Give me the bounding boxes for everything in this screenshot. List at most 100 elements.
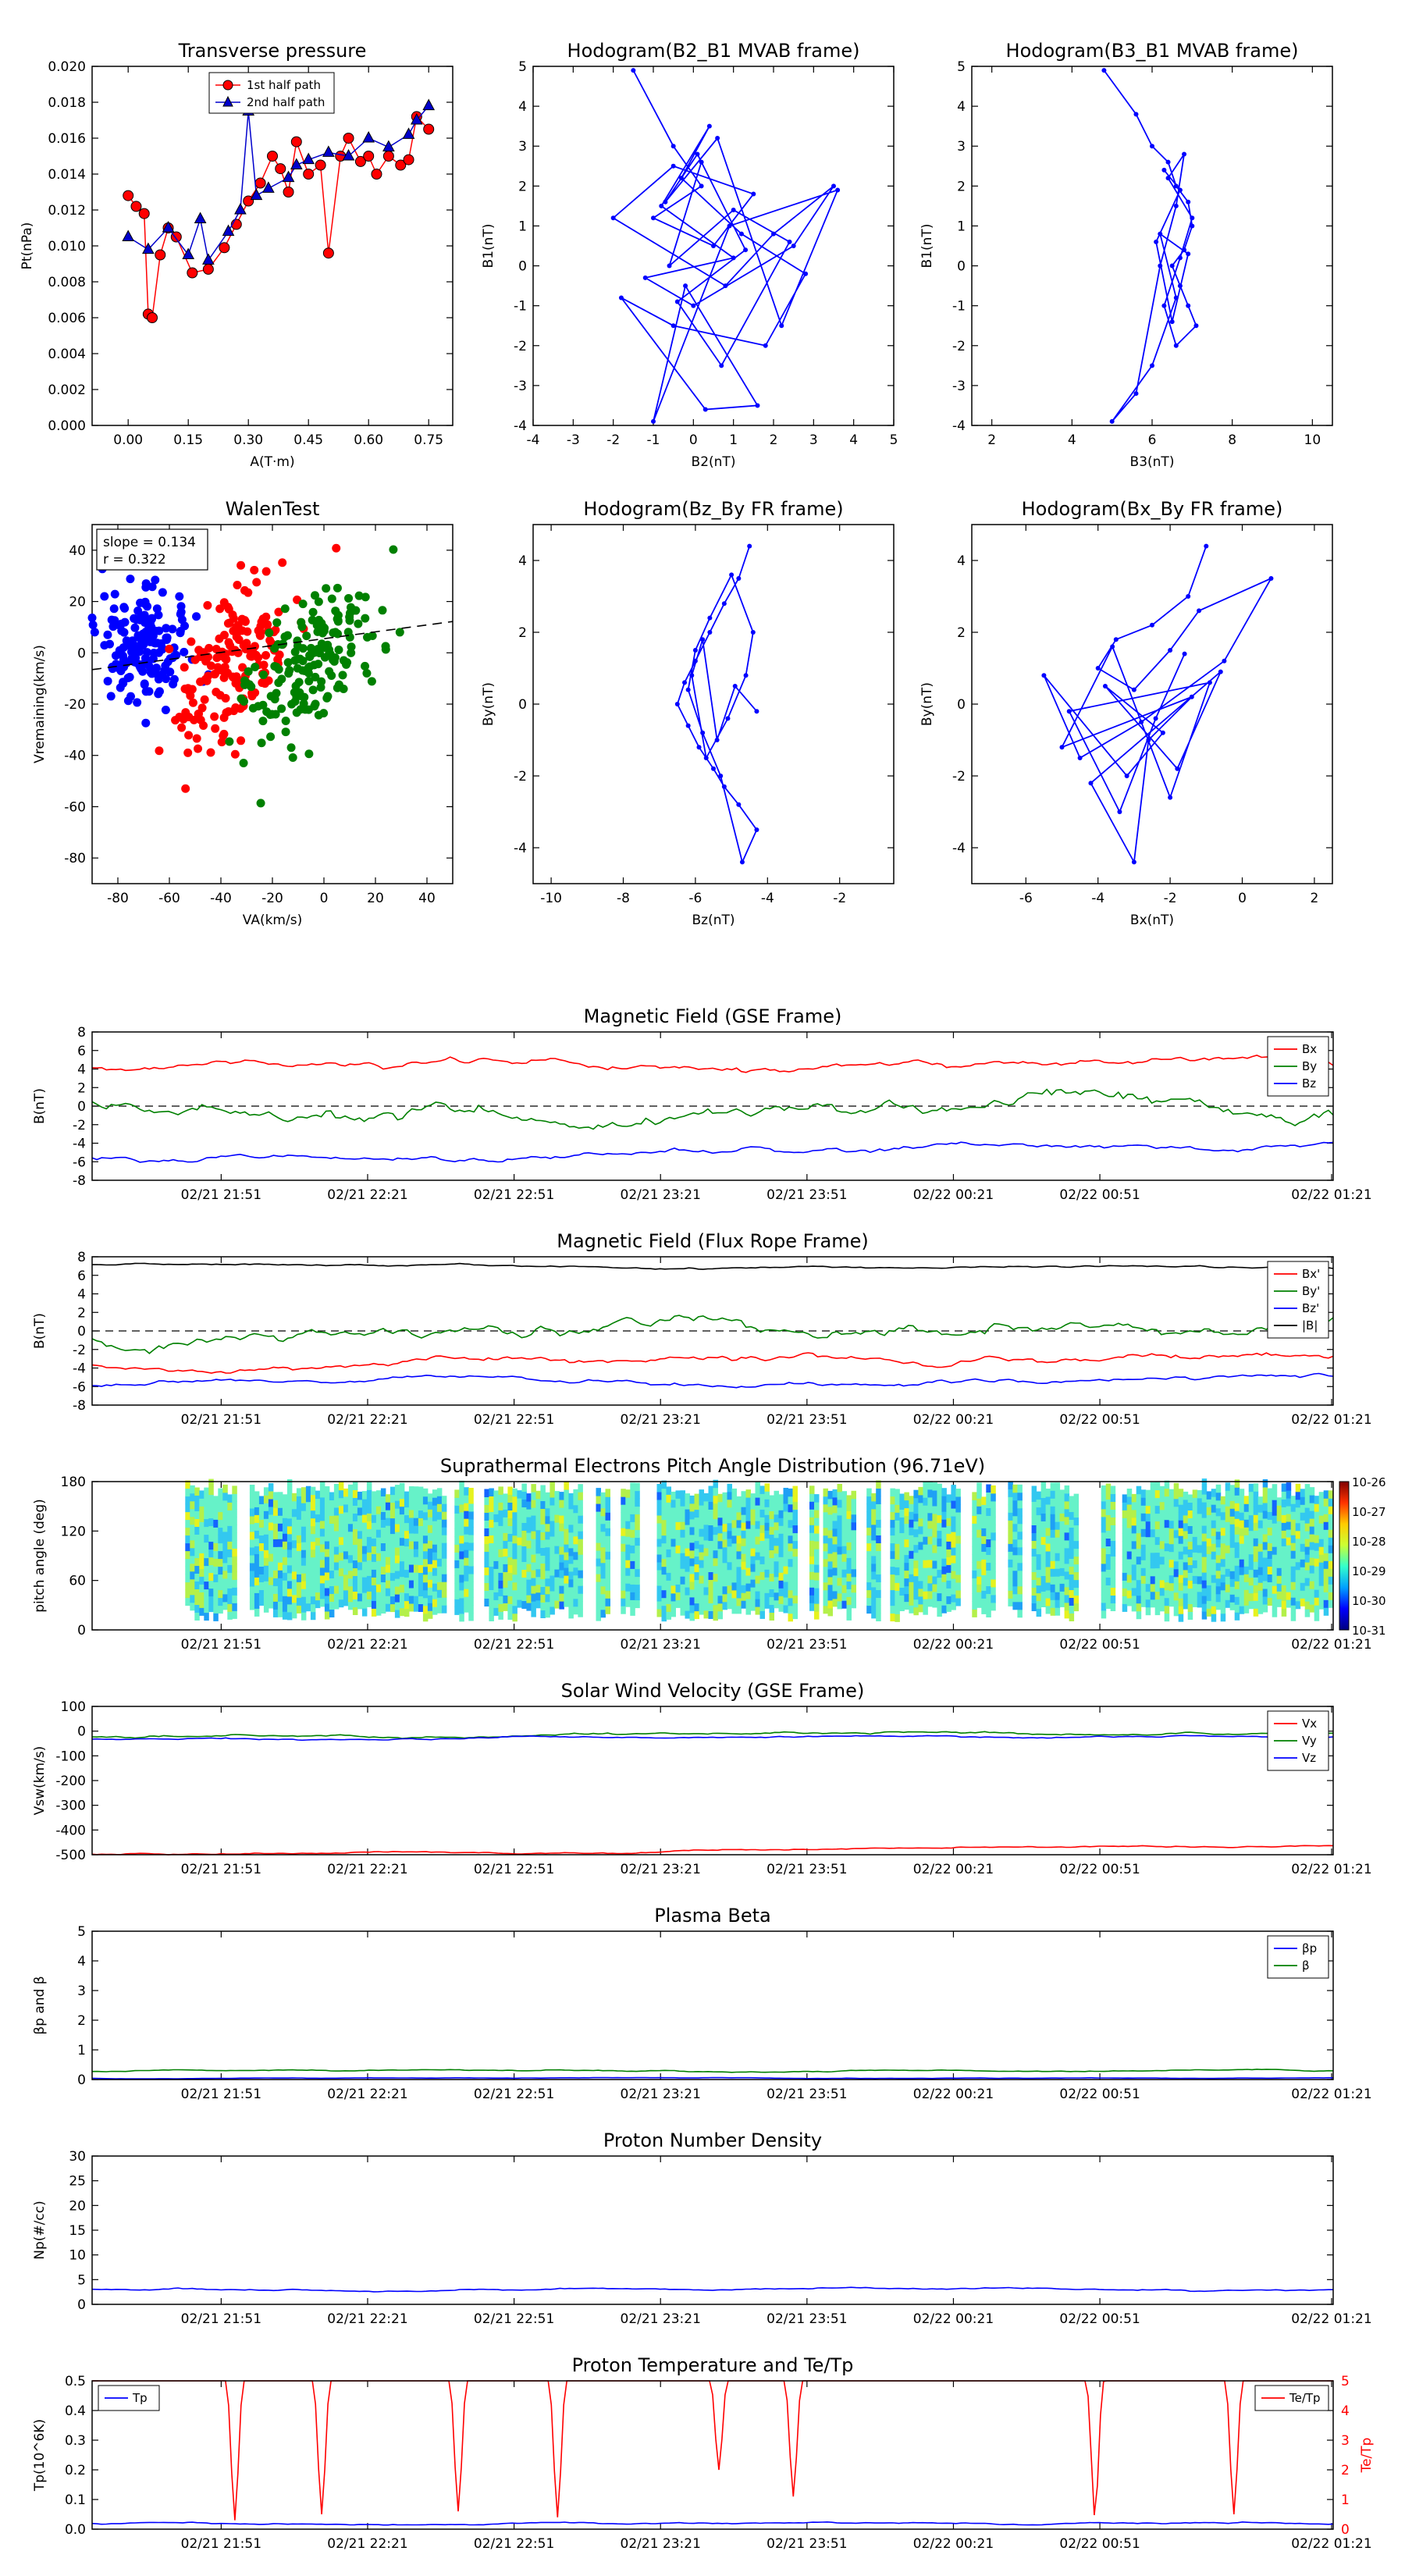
pad-cell (222, 1484, 228, 1493)
hodogram-point (787, 239, 792, 244)
pad-cell (630, 1545, 635, 1553)
hodogram-point (670, 323, 676, 329)
pad-cell (1248, 1483, 1254, 1493)
pad-cell (1267, 1550, 1273, 1559)
pad-cell (564, 1544, 569, 1553)
hodogram-point (699, 183, 704, 189)
pad-cell (1314, 1511, 1320, 1520)
hodogram-point (1173, 183, 1179, 189)
pad-cell (827, 1592, 833, 1601)
pad-cell (427, 1493, 433, 1502)
pad-cell (1168, 1489, 1175, 1498)
pad-cell (792, 1579, 798, 1589)
pad-cell (1012, 1601, 1018, 1610)
pad-cell (1206, 1569, 1212, 1578)
pad-cell (291, 1524, 297, 1533)
pad-cell (596, 1597, 601, 1606)
pad-cell (675, 1568, 681, 1577)
pad-cell (199, 1592, 205, 1600)
pad-cell (550, 1513, 555, 1521)
pad-cell (722, 1601, 727, 1610)
x-tick-label: -20 (261, 891, 283, 906)
pad-cell (1178, 1574, 1184, 1583)
y-axis-label: Tp(10^6K) (32, 2419, 48, 2492)
pad-cell (1101, 1555, 1107, 1564)
pad-cell (895, 1489, 900, 1497)
pad-cell (254, 1491, 260, 1500)
x-tick-label: 0 (1238, 891, 1247, 906)
pad-cell (745, 1583, 751, 1592)
pad-cell (1140, 1567, 1147, 1576)
pad-cell (352, 1583, 358, 1592)
pad-cell (986, 1492, 991, 1500)
pad-cell (578, 1585, 583, 1594)
pad-cell (1197, 1583, 1203, 1592)
pad-cell (976, 1592, 982, 1600)
pad-cell (745, 1591, 751, 1599)
pad-cell (1328, 1514, 1334, 1522)
pad-cell (512, 1519, 518, 1528)
walen-point (265, 635, 275, 645)
pad-cell (600, 1507, 606, 1517)
pad-cell (268, 1483, 274, 1492)
pad-cell (1150, 1575, 1156, 1585)
pad-cell (540, 1508, 546, 1517)
pad-cell (755, 1521, 760, 1529)
walen-point (133, 698, 142, 707)
y-tick-label: -4 (952, 841, 966, 856)
pad-cell (1031, 1571, 1037, 1580)
pad-cell (759, 1610, 765, 1619)
pad-cell (432, 1513, 438, 1521)
pad-cell (755, 1591, 760, 1599)
pad-cell (918, 1549, 923, 1558)
pad-cell (498, 1572, 503, 1581)
pad-cell (666, 1517, 671, 1526)
pad-cell (319, 1528, 325, 1537)
walen-point (227, 647, 237, 656)
hodogram-point (1218, 669, 1223, 674)
pad-cell (731, 1597, 737, 1606)
pad-cell (656, 1515, 662, 1524)
pad-cell (507, 1494, 513, 1503)
pad-cell (904, 1523, 909, 1532)
pad-cell (1239, 1496, 1245, 1505)
pad-cell (991, 1516, 996, 1525)
pad-cell (1040, 1560, 1047, 1568)
pad-cell (1225, 1506, 1231, 1514)
pad-cell (741, 1585, 746, 1593)
pad-cell (190, 1532, 195, 1541)
x-tick-label: 02/21 23:21 (621, 1862, 701, 1877)
pad-cell (656, 1578, 662, 1586)
pad-cell (204, 1573, 209, 1582)
pad-cell (296, 1511, 302, 1520)
pad-cell (507, 1596, 513, 1604)
pad-cell (468, 1558, 474, 1567)
x-tick-label: 02/22 00:51 (1059, 2087, 1140, 2102)
pad-cell (699, 1552, 704, 1560)
pad-cell (788, 1519, 793, 1528)
pad-cell (319, 1582, 325, 1592)
pad-cell (1069, 1605, 1075, 1614)
pad-cell (194, 1510, 200, 1519)
walen-point (345, 632, 354, 642)
pad-cell (927, 1590, 933, 1599)
pad-cell (459, 1535, 464, 1544)
pad-cell (1243, 1566, 1250, 1574)
pad-cell (218, 1574, 223, 1583)
pad-cell (1318, 1578, 1325, 1586)
pad-cell (208, 1486, 214, 1496)
hodogram-point (835, 187, 841, 193)
hodogram-point (1193, 323, 1199, 329)
pad-cell (333, 1578, 340, 1586)
walen-point (314, 660, 323, 669)
pad-cell (366, 1513, 372, 1521)
walen-point (259, 660, 269, 670)
pad-cell (512, 1558, 518, 1567)
pad-cell (1122, 1580, 1128, 1589)
pad-cell (531, 1515, 536, 1524)
hodogram-point (1158, 231, 1163, 237)
pad-cell (1031, 1485, 1037, 1494)
pad-cell (1300, 1551, 1306, 1560)
pad-cell (635, 1560, 640, 1570)
pad-cell (895, 1559, 900, 1567)
